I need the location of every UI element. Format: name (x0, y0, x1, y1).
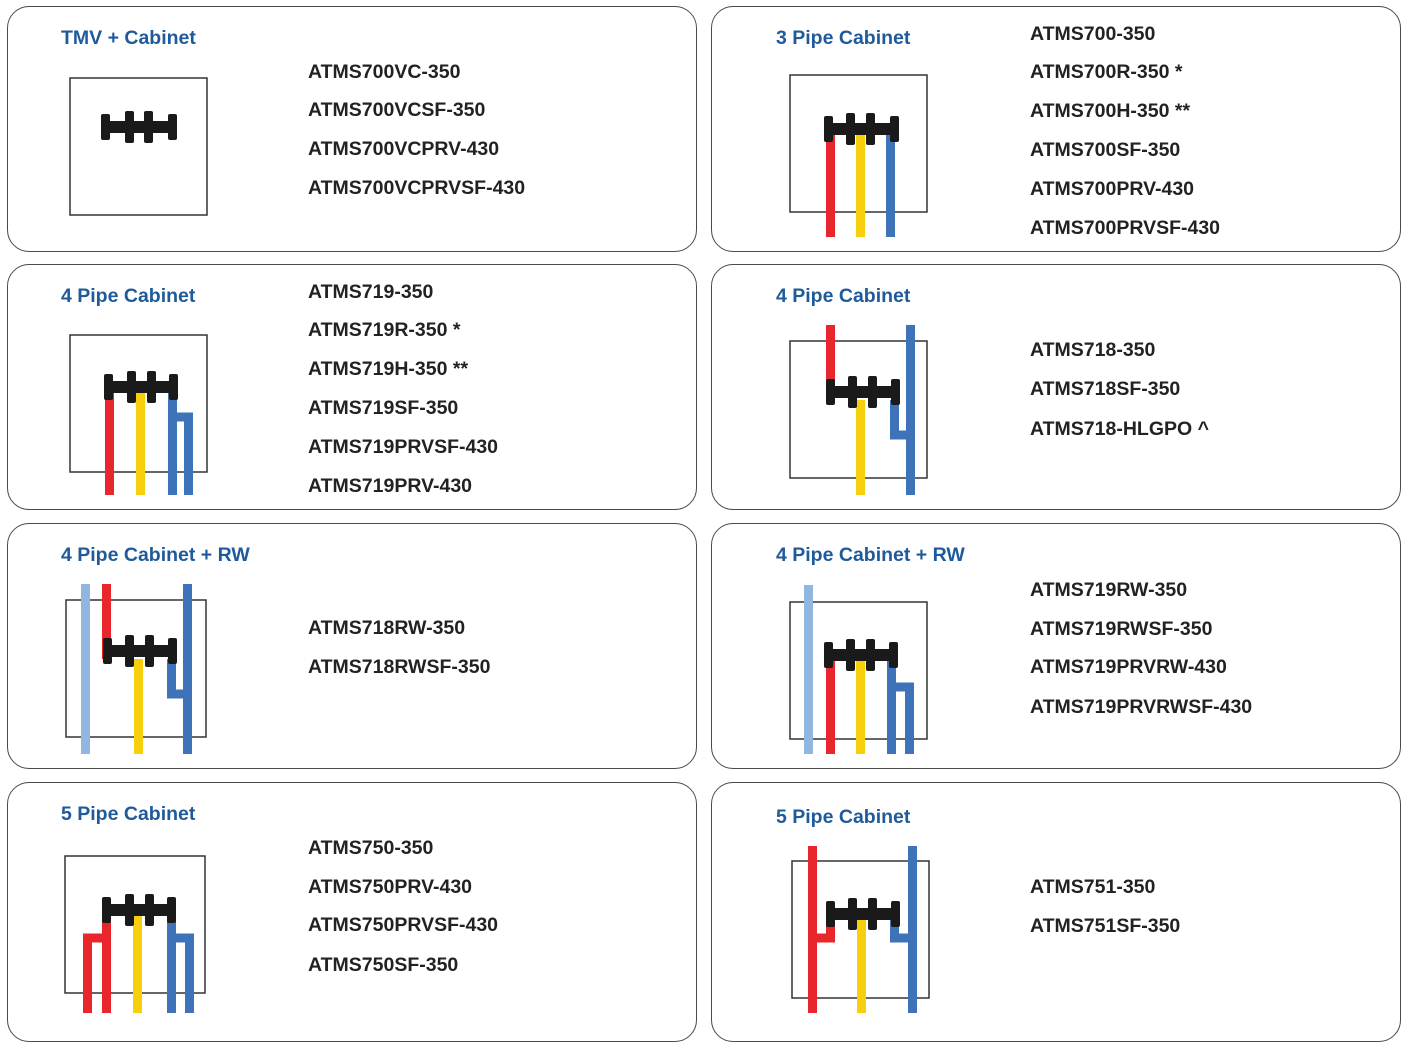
three-pipe-diagram (789, 74, 928, 237)
model-code: ATMS700VCPRV-430 (308, 138, 500, 160)
model-code: ATMS700R-350 * (1030, 61, 1183, 83)
warm-pipe (856, 659, 865, 754)
warm-pipe (856, 127, 865, 237)
model-code: ATMS719SF-350 (308, 397, 459, 419)
card-title: 4 Pipe Cabinet (776, 285, 911, 307)
card-title: 5 Pipe Cabinet (61, 803, 196, 825)
valve-icon (824, 639, 898, 671)
model-code: ATMS700PRV-430 (1030, 178, 1195, 200)
cold-pipe (887, 659, 914, 754)
model-code: ATMS719PRVSF-430 (308, 436, 499, 458)
four-pipe-diagram (69, 334, 208, 495)
product-card-4-pipe-cabinet-top: 4 Pipe Cabinet ATMS718-350 ATMS718SF-350… (711, 264, 1401, 510)
product-card-5-pipe-cabinet: 5 Pipe Cabinet ATMS750-350 ATMS750PRV-43… (7, 782, 697, 1042)
valve-icon (102, 894, 176, 926)
card-title: TMV + Cabinet (61, 27, 196, 49)
model-code: ATMS719-350 (308, 281, 434, 303)
model-code: ATMS718SF-350 (1030, 378, 1181, 400)
valve-icon (103, 635, 177, 667)
model-code: ATMS718-HLGPO ^ (1030, 418, 1209, 440)
four-pipe-top-entry-diagram (789, 325, 928, 495)
model-code: ATMS700SF-350 (1030, 139, 1181, 161)
five-pipe-diagram (64, 855, 206, 1013)
model-code: ATMS719R-350 * (308, 319, 461, 341)
model-code: ATMS700PRVSF-430 (1030, 217, 1221, 239)
hot-pipe (826, 659, 835, 754)
product-card-tmv-cabinet: TMV + Cabinet ATMS700VC-350 ATMS700VCSF-… (7, 6, 697, 252)
model-code: ATMS750SF-350 (308, 954, 459, 976)
hot-pipe (808, 846, 835, 1013)
hot-pipe (826, 127, 835, 237)
warm-pipe (134, 659, 143, 754)
warm-pipe (857, 918, 866, 1013)
model-code: ATMS750PRVSF-430 (308, 914, 499, 936)
hot-pipe (105, 385, 114, 495)
card-title: 4 Pipe Cabinet (61, 285, 196, 307)
model-code: ATMS719PRVRW-430 (1030, 656, 1227, 678)
model-code: ATMS700VC-350 (308, 61, 461, 83)
card-title: 4 Pipe Cabinet + RW (61, 544, 250, 566)
warm-pipe (856, 400, 865, 495)
product-card-3-pipe-cabinet: 3 Pipe Cabinet ATMS700-350 ATMS700R-350 … (711, 6, 1401, 252)
cabinet-outline (69, 77, 208, 216)
rainwater-pipe (804, 585, 813, 754)
model-code: ATMS700VCPRVSF-430 (308, 177, 526, 199)
valve-icon (826, 376, 900, 408)
cold-pipe (886, 127, 895, 237)
card-title: 4 Pipe Cabinet + RW (776, 544, 965, 566)
valve-icon (824, 113, 899, 145)
valve-icon (826, 898, 900, 930)
cold-pipe (890, 325, 915, 495)
four-pipe-rw-bottom-diagram (789, 585, 928, 754)
four-pipe-rw-top-diagram (65, 584, 207, 754)
hot-pipe (83, 910, 111, 1013)
rainwater-pipe (81, 584, 90, 754)
warm-pipe (136, 385, 145, 495)
model-code: ATMS700H-350 ** (1030, 100, 1191, 122)
cold-pipe (890, 846, 917, 1013)
product-card-5-pipe-cabinet-top: 5 Pipe Cabinet ATMS751-350 ATMS751SF-350 (711, 782, 1401, 1042)
cold-pipe (167, 584, 192, 754)
card-title: 5 Pipe Cabinet (776, 806, 911, 828)
model-code: ATMS700VCSF-350 (308, 99, 486, 121)
valve-icon (101, 111, 177, 143)
valve-icon (104, 371, 178, 403)
product-card-4-pipe-cabinet-rw: 4 Pipe Cabinet + RW ATMS718RW-350 ATMS71… (7, 523, 697, 769)
model-code: ATMS719PRVRWSF-430 (1030, 696, 1253, 718)
model-code: ATMS700-350 (1030, 23, 1156, 45)
cold-pipe (167, 910, 194, 1013)
model-code: ATMS750-350 (308, 837, 434, 859)
tmv-valve-diagram (69, 77, 208, 216)
model-code: ATMS719RW-350 (1030, 579, 1188, 601)
model-code: ATMS718-350 (1030, 339, 1156, 361)
model-code: ATMS719H-350 ** (308, 358, 469, 380)
cold-pipe (168, 385, 193, 495)
model-code: ATMS719RWSF-350 (1030, 618, 1213, 640)
product-card-4-pipe-cabinet: 4 Pipe Cabinet ATMS719-350 ATMS719R-350 … (7, 264, 697, 510)
warm-pipe (133, 910, 142, 1013)
model-code: ATMS750PRV-430 (308, 876, 473, 898)
card-title: 3 Pipe Cabinet (776, 27, 911, 49)
model-code: ATMS751SF-350 (1030, 915, 1181, 937)
model-code: ATMS718RW-350 (308, 617, 466, 639)
product-card-4-pipe-cabinet-rw-bottom: 4 Pipe Cabinet + RW ATMS719RW-350 ATMS71… (711, 523, 1401, 769)
five-pipe-top-entry-diagram (791, 846, 930, 1013)
model-code: ATMS719PRV-430 (308, 475, 473, 497)
model-code: ATMS718RWSF-350 (308, 656, 491, 678)
model-code: ATMS751-350 (1030, 876, 1156, 898)
